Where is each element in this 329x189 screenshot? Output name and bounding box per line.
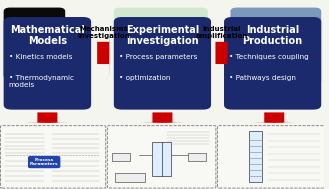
Text: • Techniques coupling: • Techniques coupling: [229, 54, 309, 60]
Bar: [115, 173, 145, 182]
Text: • Pathways design: • Pathways design: [229, 75, 296, 81]
Text: Process
Parameters: Process Parameters: [30, 158, 59, 166]
Circle shape: [169, 30, 185, 40]
Text: Experimental
Investigation: Experimental Investigation: [126, 25, 199, 46]
FancyBboxPatch shape: [224, 17, 321, 110]
Bar: [247, 30, 254, 77]
Bar: [112, 153, 130, 161]
FancyBboxPatch shape: [4, 8, 65, 79]
Text: Industrial
amplification: Industrial amplification: [195, 26, 248, 39]
Bar: [266, 30, 273, 77]
Bar: [295, 30, 302, 77]
FancyBboxPatch shape: [217, 126, 324, 188]
Text: • Process parameters: • Process parameters: [119, 54, 197, 60]
Bar: [305, 30, 312, 77]
FancyBboxPatch shape: [0, 126, 106, 188]
Bar: [249, 131, 262, 182]
Text: • Kinetics models: • Kinetics models: [9, 54, 72, 60]
FancyBboxPatch shape: [114, 8, 208, 85]
Text: • optimization: • optimization: [119, 75, 170, 81]
Bar: [237, 30, 244, 77]
FancyBboxPatch shape: [28, 156, 60, 168]
Bar: [276, 30, 283, 77]
Circle shape: [172, 49, 189, 59]
FancyBboxPatch shape: [4, 17, 91, 110]
Text: Mechanisms
Investigation: Mechanisms Investigation: [77, 26, 130, 39]
FancyBboxPatch shape: [114, 17, 211, 110]
Text: Industrial
Production: Industrial Production: [242, 25, 303, 46]
Bar: [286, 30, 293, 77]
Bar: [256, 30, 264, 77]
Text: • Thermodynamic
models: • Thermodynamic models: [9, 75, 73, 88]
FancyBboxPatch shape: [231, 8, 321, 85]
Bar: [189, 153, 206, 161]
Bar: [152, 142, 171, 176]
FancyBboxPatch shape: [107, 126, 216, 188]
Text: Mathematical
Models: Mathematical Models: [10, 25, 85, 46]
Circle shape: [140, 34, 156, 43]
